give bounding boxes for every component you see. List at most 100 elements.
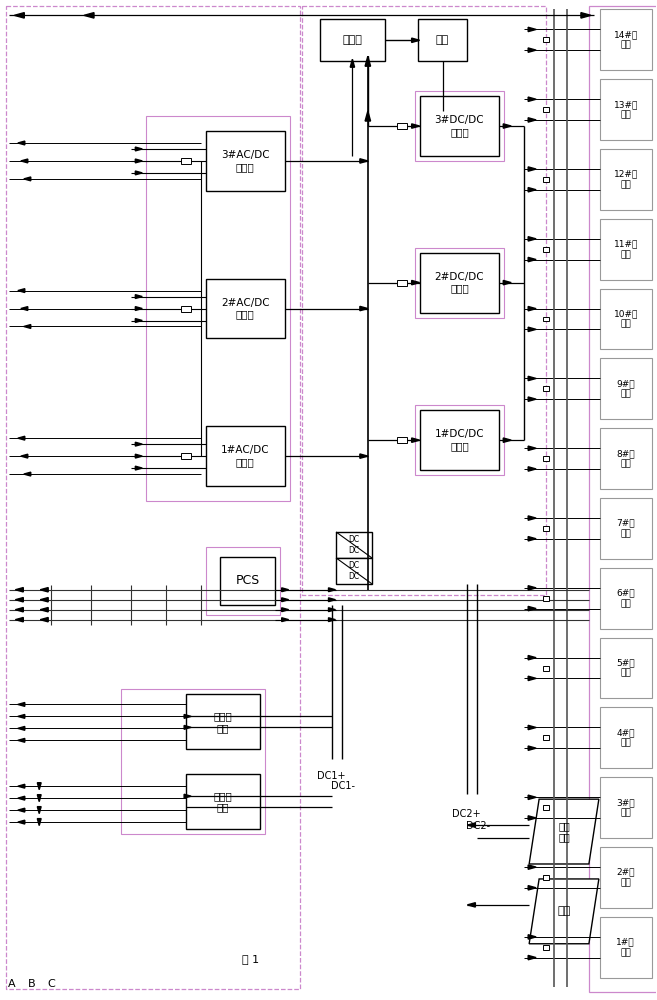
Bar	[600, 638, 652, 698]
Polygon shape	[37, 807, 41, 814]
Polygon shape	[135, 295, 143, 298]
Polygon shape	[528, 935, 536, 939]
Bar	[543, 526, 549, 531]
Polygon shape	[365, 56, 371, 66]
Polygon shape	[528, 376, 536, 381]
Text: 13#电
池组: 13#电 池组	[614, 100, 638, 119]
Polygon shape	[37, 819, 41, 826]
Text: B: B	[28, 979, 35, 989]
Polygon shape	[528, 955, 536, 960]
Polygon shape	[528, 746, 536, 750]
Polygon shape	[528, 725, 536, 730]
Text: 2#DC/DC
充电桡: 2#DC/DC 充电桡	[435, 272, 484, 293]
Polygon shape	[467, 823, 476, 827]
Polygon shape	[40, 588, 48, 592]
Polygon shape	[18, 726, 25, 730]
Polygon shape	[412, 38, 420, 42]
Bar	[543, 317, 549, 321]
Polygon shape	[135, 147, 143, 151]
Polygon shape	[18, 141, 25, 145]
Bar	[600, 498, 652, 559]
Polygon shape	[282, 608, 288, 612]
Bar	[600, 707, 652, 768]
Polygon shape	[18, 738, 25, 742]
Bar	[181, 306, 191, 312]
Polygon shape	[18, 820, 25, 824]
Polygon shape	[18, 289, 25, 293]
Polygon shape	[135, 454, 143, 458]
Polygon shape	[360, 454, 368, 458]
Polygon shape	[503, 280, 511, 285]
Bar	[600, 847, 652, 908]
Polygon shape	[328, 608, 336, 612]
Polygon shape	[135, 159, 143, 163]
Polygon shape	[581, 13, 591, 18]
Polygon shape	[15, 598, 23, 602]
Polygon shape	[365, 111, 371, 121]
Polygon shape	[528, 795, 536, 799]
Text: 7#电
池组: 7#电 池组	[616, 519, 635, 538]
Polygon shape	[528, 257, 536, 262]
Polygon shape	[21, 307, 28, 310]
Polygon shape	[18, 796, 25, 800]
Text: 3#AC/DC
充电桡: 3#AC/DC 充电桡	[221, 150, 269, 172]
Polygon shape	[528, 886, 536, 890]
Bar	[206, 547, 280, 615]
Bar	[589, 6, 656, 992]
Polygon shape	[40, 617, 48, 622]
Polygon shape	[528, 27, 536, 32]
Polygon shape	[18, 784, 25, 788]
Polygon shape	[528, 118, 536, 122]
Text: 8#电
池组: 8#电 池组	[616, 449, 635, 468]
Polygon shape	[84, 13, 94, 18]
Bar	[420, 96, 499, 156]
Text: DC2+: DC2+	[452, 809, 481, 819]
Bar	[600, 917, 652, 978]
Bar	[336, 532, 372, 558]
Bar	[543, 177, 549, 182]
Bar	[543, 107, 549, 112]
Polygon shape	[135, 171, 143, 175]
Bar	[543, 596, 549, 601]
Polygon shape	[528, 586, 536, 590]
Text: 11#电
池组: 11#电 池组	[614, 239, 638, 259]
Polygon shape	[18, 714, 25, 718]
Bar	[420, 410, 499, 470]
Bar	[600, 9, 652, 70]
Polygon shape	[40, 608, 48, 612]
Bar	[121, 689, 265, 834]
Polygon shape	[184, 725, 191, 729]
Bar	[320, 19, 385, 61]
Polygon shape	[135, 307, 143, 310]
Polygon shape	[24, 325, 31, 328]
Bar	[600, 428, 652, 489]
Bar	[186, 774, 260, 829]
Bar	[7, 6, 300, 989]
Polygon shape	[528, 467, 536, 471]
Polygon shape	[135, 319, 143, 322]
Polygon shape	[135, 466, 143, 470]
Text: 12#电
池组: 12#电 池组	[614, 170, 638, 189]
Text: 10#电
池组: 10#电 池组	[614, 309, 638, 329]
Bar	[186, 694, 260, 749]
Text: DC1-: DC1-	[331, 781, 355, 791]
Polygon shape	[412, 438, 420, 442]
Polygon shape	[528, 446, 536, 450]
Bar	[336, 558, 372, 584]
Bar	[543, 247, 549, 252]
Bar	[415, 405, 505, 475]
Text: DC
DC: DC DC	[348, 561, 359, 581]
Polygon shape	[282, 598, 288, 602]
Bar	[600, 777, 652, 838]
Text: PCS: PCS	[236, 574, 260, 587]
Bar	[543, 805, 549, 810]
Polygon shape	[529, 799, 599, 864]
Polygon shape	[412, 124, 420, 128]
Bar	[600, 219, 652, 280]
Text: 光伏
组件: 光伏 组件	[558, 821, 570, 842]
Polygon shape	[18, 703, 25, 706]
Polygon shape	[37, 795, 41, 802]
Bar	[397, 437, 407, 443]
Polygon shape	[528, 537, 536, 541]
Polygon shape	[528, 48, 536, 52]
